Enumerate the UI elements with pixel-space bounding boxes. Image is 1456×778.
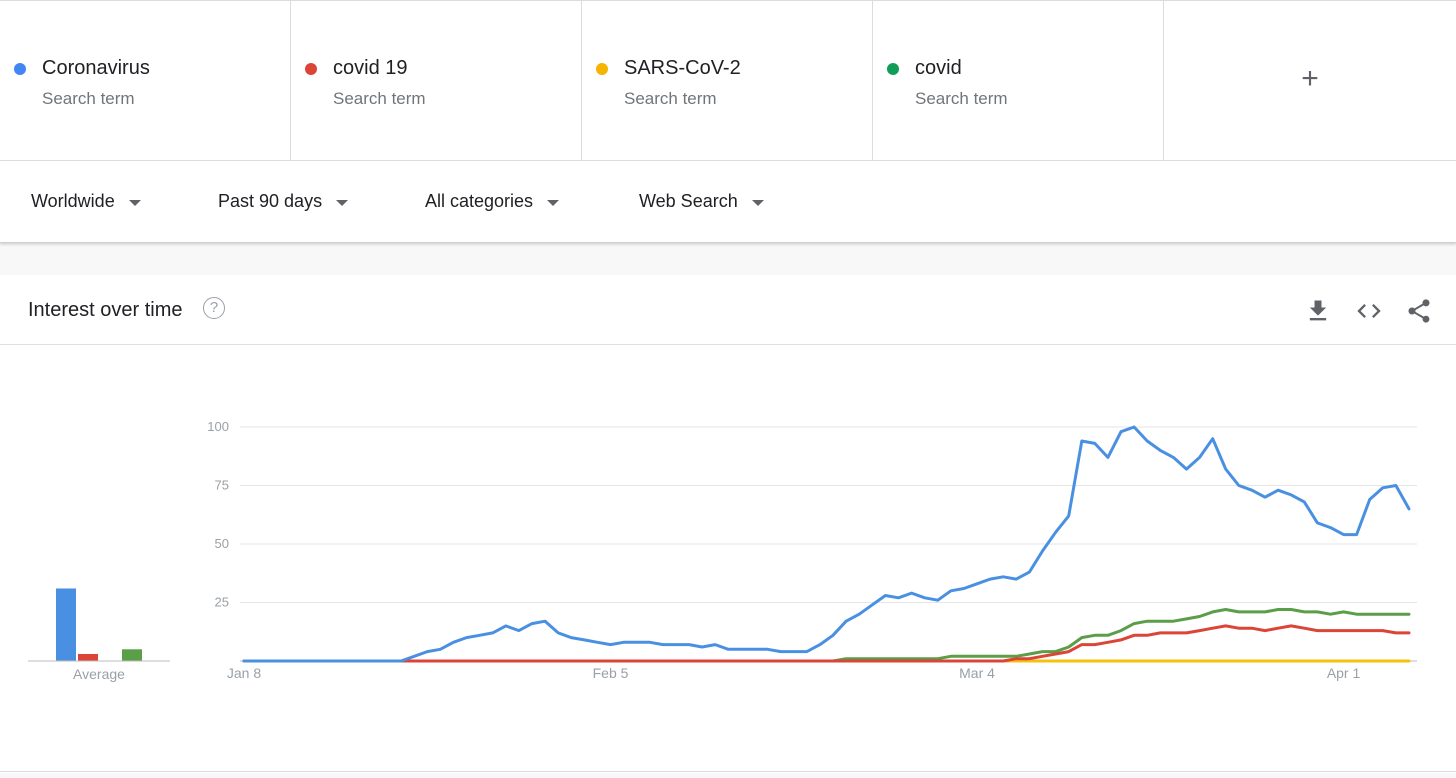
y-tick-label: 75 (215, 478, 229, 493)
chart-grid: 25 50 75 100 (207, 419, 1417, 662)
download-icon[interactable] (1304, 297, 1332, 325)
x-tick-label: Feb 5 (593, 665, 629, 681)
term-color-dot (887, 63, 899, 75)
term-covid[interactable]: covid Search term (873, 1, 1164, 160)
caret-down-icon (751, 199, 764, 206)
embed-icon[interactable] (1355, 297, 1383, 325)
average-bar-covid (122, 649, 142, 661)
term-type: Search term (42, 89, 135, 108)
term-color-dot (305, 63, 317, 75)
chart-series (242, 425, 1411, 663)
time-range-label: Past 90 days (218, 191, 323, 211)
average-bar-covid-19 (78, 653, 98, 661)
card-header: Interest over time ? (0, 275, 1456, 345)
add-term-button[interactable]: + (1164, 1, 1456, 160)
category-label: All categories (425, 191, 534, 211)
x-tick-label: Jan 8 (227, 665, 261, 681)
share-icon[interactable] (1405, 297, 1433, 325)
term-covid-19[interactable]: covid 19 Search term (291, 1, 582, 160)
term-name: covid (915, 57, 962, 79)
search-terms-bar: Coronavirus Search term covid 19 Search … (0, 0, 1456, 161)
term-name: covid 19 (333, 57, 408, 79)
term-color-dot (596, 63, 608, 75)
term-type: Search term (333, 89, 426, 108)
caret-down-icon (547, 199, 560, 206)
caret-down-icon (128, 199, 141, 206)
region-label: Worldwide (31, 191, 115, 211)
average-bar-coronavirus (56, 588, 76, 661)
y-tick-label: 100 (207, 419, 229, 434)
interest-chart[interactable]: Average 25 50 75 100 Jan 8 Feb 5 Mar 4 Apr 1 (0, 345, 1456, 773)
series-line-covid-19[interactable] (242, 624, 1411, 663)
x-tick-label: Apr 1 (1327, 665, 1361, 681)
term-name: SARS-CoV-2 (624, 57, 741, 79)
term-sars-cov-2[interactable]: SARS-CoV-2 Search term (582, 1, 873, 160)
help-icon[interactable]: ? (203, 297, 225, 319)
search-type-dropdown[interactable]: Web Search (639, 191, 764, 212)
caret-down-icon (336, 199, 349, 206)
term-name: Coronavirus (42, 57, 150, 79)
chart-area: Average 25 50 75 100 Jan 8 Feb 5 Mar 4 Apr 1 (0, 345, 1456, 773)
filter-bar: Worldwide Past 90 days All categories We… (0, 161, 1456, 243)
series-line-coronavirus[interactable] (242, 425, 1411, 663)
bottom-divider (0, 771, 1456, 772)
term-type: Search term (624, 89, 717, 108)
average-chart: Average (28, 588, 170, 682)
x-axis-labels: Jan 8 Feb 5 Mar 4 Apr 1 (227, 665, 1361, 681)
term-type: Search term (915, 89, 1008, 108)
y-tick-label: 50 (215, 536, 229, 551)
interest-over-time-card: Interest over time ? Average 25 50 75 100 J… (0, 275, 1456, 773)
plus-icon: + (1301, 61, 1319, 95)
region-dropdown[interactable]: Worldwide (31, 191, 141, 212)
y-tick-label: 25 (215, 595, 229, 610)
x-tick-label: Mar 4 (959, 665, 995, 681)
average-label: Average (73, 666, 125, 682)
term-color-dot (14, 63, 26, 75)
search-type-label: Web Search (639, 191, 738, 211)
time-range-dropdown[interactable]: Past 90 days (218, 191, 349, 212)
term-coronavirus[interactable]: Coronavirus Search term (0, 1, 291, 160)
card-title: Interest over time (28, 299, 183, 321)
category-dropdown[interactable]: All categories (425, 191, 560, 212)
